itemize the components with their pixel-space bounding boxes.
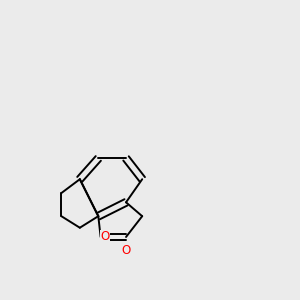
- Text: O: O: [122, 244, 131, 257]
- Text: O: O: [100, 230, 110, 244]
